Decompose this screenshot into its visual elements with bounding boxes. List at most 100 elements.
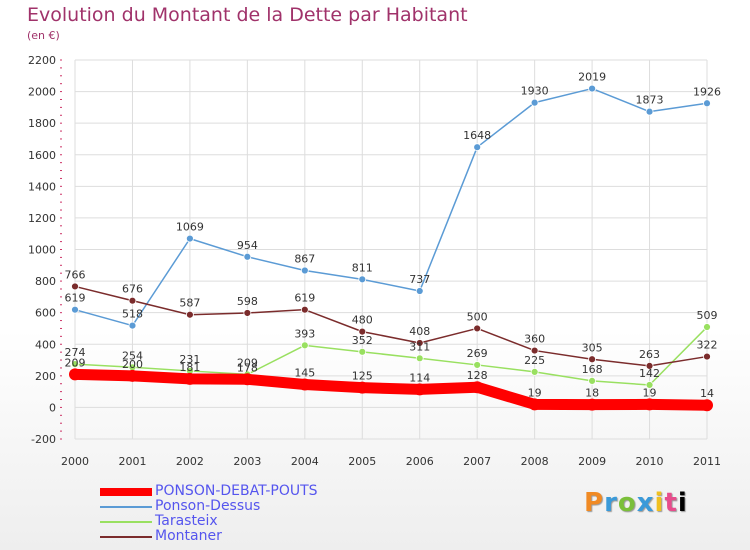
data-point	[415, 354, 424, 363]
data-label: 209	[65, 356, 86, 369]
data-label: 676	[122, 283, 143, 296]
data-point	[471, 381, 484, 394]
data-point	[415, 287, 424, 295]
data-point	[703, 323, 711, 331]
data-point	[241, 373, 254, 386]
y-tick-label: 2200	[28, 54, 56, 67]
data-label: 311	[409, 340, 430, 353]
y-tick-label: 200	[35, 370, 56, 383]
x-tick-label: 2003	[233, 455, 261, 468]
data-point	[356, 381, 369, 394]
data-label: 114	[409, 371, 430, 384]
data-label: 1930	[521, 85, 549, 98]
data-point	[71, 282, 79, 291]
y-tick-label: 1600	[28, 149, 56, 162]
x-tick-label: 2008	[521, 455, 549, 468]
legend-item: Ponson-Dessus	[100, 498, 360, 514]
data-point	[530, 98, 539, 107]
data-label: 19	[643, 386, 657, 399]
y-tick-label: -200	[31, 433, 56, 446]
data-point	[358, 327, 367, 336]
x-tick-label: 2005	[348, 455, 376, 468]
data-point	[186, 310, 194, 319]
x-tick-label: 2010	[636, 455, 664, 468]
data-label: 408	[409, 325, 430, 338]
x-tick-label: 2004	[291, 455, 319, 468]
data-label: 867	[294, 253, 315, 266]
data-point	[528, 398, 541, 411]
data-label: 509	[697, 309, 718, 322]
data-label: 360	[524, 333, 545, 346]
data-label: 269	[467, 347, 488, 360]
data-point	[588, 376, 596, 385]
data-label: 225	[524, 354, 545, 367]
legend-swatch	[100, 521, 152, 523]
series-line	[74, 87, 708, 327]
data-point	[69, 368, 81, 381]
data-label: 766	[65, 268, 86, 281]
legend-item: Tarasteix	[100, 513, 360, 529]
data-point	[128, 296, 137, 305]
x-tick-label: 2001	[118, 455, 146, 468]
data-point	[358, 347, 367, 356]
y-tick-label: 600	[35, 307, 56, 320]
data-point	[703, 352, 711, 361]
legend-item: PONSON-DEBAT-POUTS	[100, 483, 360, 499]
x-tick-label: 2011	[693, 455, 721, 468]
data-label: 500	[467, 310, 488, 323]
legend-label: Ponson-Dessus	[155, 498, 261, 514]
data-label: 352	[352, 334, 373, 347]
data-point	[298, 378, 311, 391]
data-label: 145	[294, 367, 315, 380]
data-point	[588, 355, 596, 364]
data-point	[128, 321, 137, 330]
data-label: 231	[179, 353, 200, 366]
x-tick-label: 2009	[578, 455, 606, 468]
data-label: 1648	[463, 129, 491, 142]
x-tick-label: 2002	[176, 455, 204, 468]
data-point	[300, 266, 309, 275]
proxiti-logo: Proxiti	[584, 488, 688, 518]
data-point	[645, 361, 654, 370]
data-point	[530, 346, 539, 355]
x-tick-label: 2006	[406, 455, 434, 468]
x-tick-label: 2000	[61, 455, 89, 468]
data-label: 737	[409, 273, 430, 286]
series-line	[74, 368, 708, 411]
data-label: 200	[122, 358, 143, 371]
data-label: 168	[582, 363, 603, 376]
data-point	[701, 399, 713, 412]
data-point	[183, 372, 196, 385]
y-tick-label: 2000	[28, 86, 56, 99]
data-label: 598	[237, 295, 258, 308]
data-label: 263	[639, 348, 660, 361]
data-label: 254	[122, 349, 143, 362]
data-label: 305	[582, 341, 603, 354]
data-point	[186, 234, 194, 243]
data-label: 518	[122, 308, 143, 321]
data-label: 480	[352, 314, 373, 327]
data-point	[71, 360, 79, 369]
data-label: 274	[65, 346, 86, 359]
data-point	[358, 275, 367, 284]
y-tick-label: 1200	[28, 212, 56, 225]
data-point	[645, 381, 654, 389]
legend-swatch	[100, 488, 152, 496]
chart-unit: (en €)	[27, 29, 60, 42]
data-label: 1069	[176, 221, 204, 234]
data-label: 811	[352, 261, 373, 274]
data-point	[643, 398, 656, 411]
y-tick-label: 1800	[28, 117, 56, 130]
data-point	[473, 324, 482, 333]
data-label: 393	[294, 327, 315, 340]
data-point	[588, 84, 596, 93]
legend-label: Tarasteix	[155, 513, 218, 529]
data-point	[300, 305, 309, 314]
data-point	[530, 367, 539, 376]
data-label: 14	[700, 387, 714, 400]
data-label: 2019	[578, 71, 606, 84]
data-label: 19	[528, 386, 542, 399]
data-point	[413, 383, 426, 396]
x-tick-label: 2007	[463, 455, 491, 468]
y-tick-label: 800	[35, 275, 56, 288]
